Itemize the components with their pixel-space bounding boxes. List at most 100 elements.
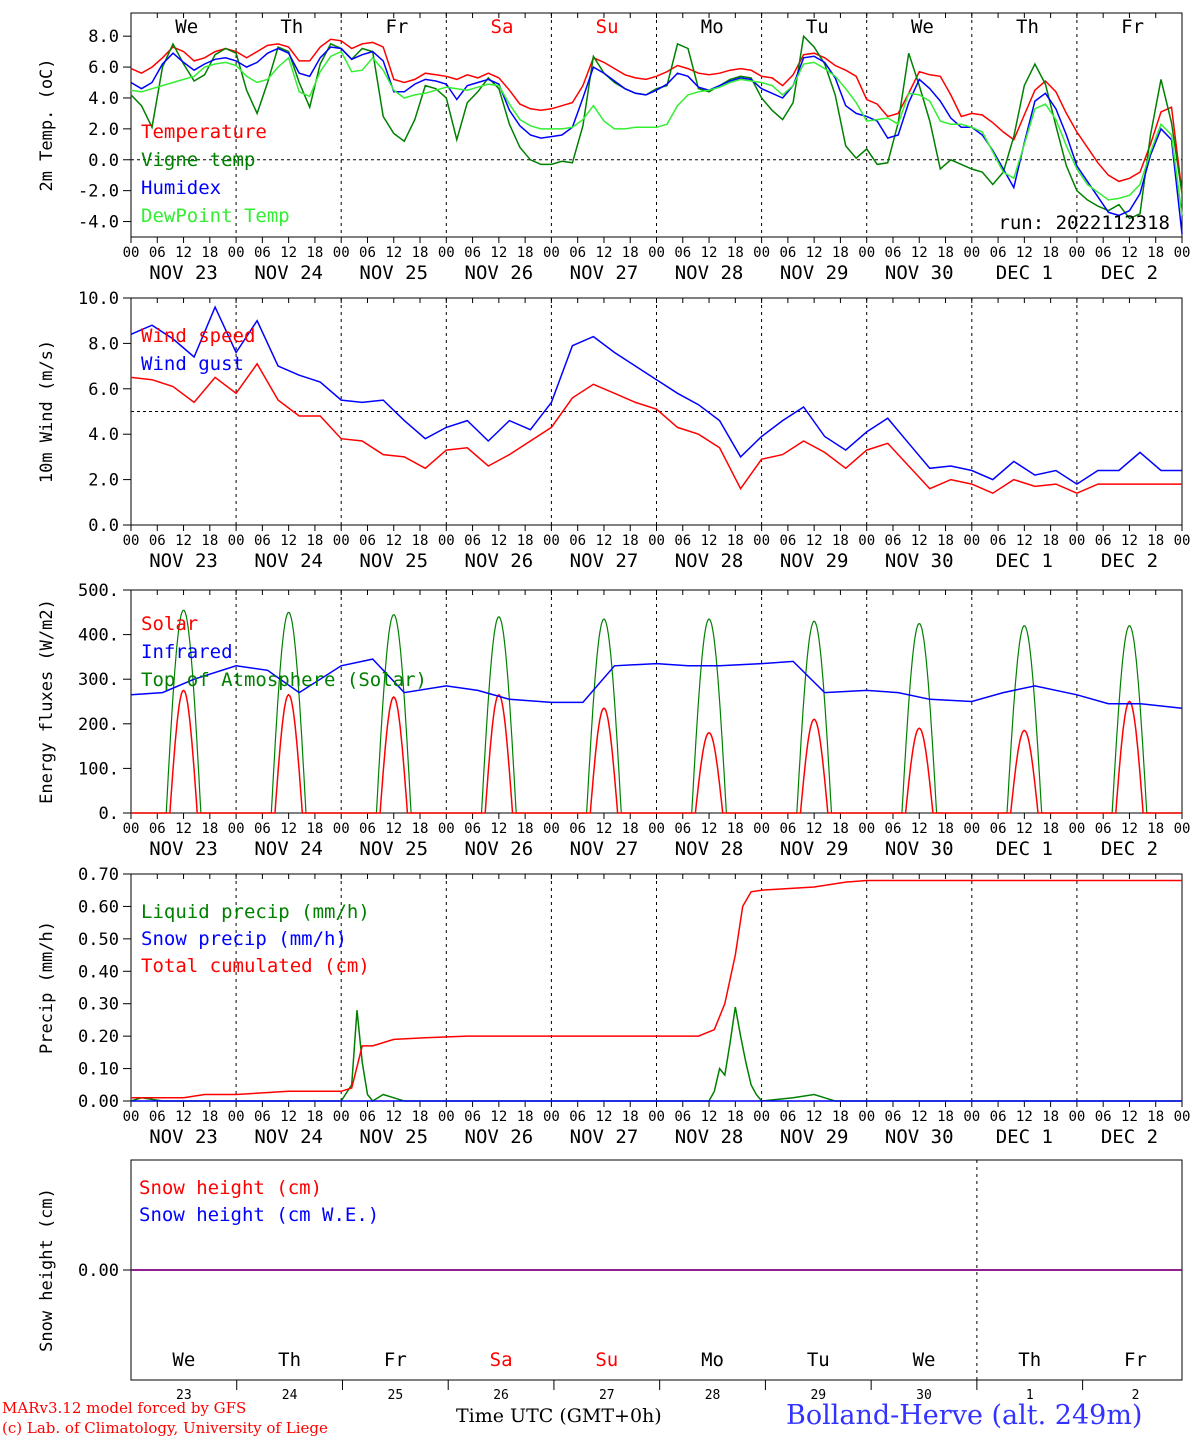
weekday-label: Th [280,16,303,38]
panel-1: 2m Temp. (oC)8.06.04.02.00.0-2.0-4.000 06… [37,12,1190,284]
date-label: NOV 30 [885,838,954,860]
y-tick-label: 500. [78,581,119,601]
y-tick-label: 2.0 [88,471,119,491]
weekday-label: Mo [701,1349,724,1371]
hour-tick-label: 18 [622,533,639,549]
panel-3: Energy fluxes (W/m2) 500. 400. 300. 200. 100.… [37,581,1190,860]
panel-4: Precip (mm/h) 0.70 0.60 0.50 0.40 0.30 0.20 0.1… [37,865,1190,1148]
weekday-label: We [913,1349,936,1371]
hour-tick-label: 12 [175,821,192,837]
hour-tick-label: 12 [280,821,297,837]
hour-tick-label: 00 [858,245,875,261]
hour-tick-label: 00 [963,821,980,837]
hour-tick-label: 00 [228,821,245,837]
station-name: Bolland-Herve (alt. 249m) [786,1400,1143,1431]
date-label: NOV 24 [254,262,323,284]
date-label: NOV 24 [254,550,323,572]
weekday-label: Th [1016,16,1039,38]
hour-tick-label: 18 [937,821,954,837]
hour-tick-label: 18 [622,1109,639,1125]
legend-entry: Snow height (cm W.E.) [139,1204,379,1226]
hour-tick-label: 06 [464,1109,481,1125]
y-tick-label: 0.70 [78,865,119,885]
hour-tick-label: 06 [254,533,271,549]
day-number-label: 28 [705,1388,721,1403]
series-line-2 [130,305,1182,485]
hour-tick-label: 06 [254,1109,271,1125]
hour-tick-label: 00 [333,821,350,837]
weekday-label: Su [596,16,619,38]
hour-tick-label: 18 [201,821,218,837]
weekday-label: Fr [1121,16,1144,38]
y-tick-label: 8.0 [88,27,119,47]
hour-tick-label: 06 [885,1109,902,1125]
y-tick-label: 0. [99,804,119,824]
hour-tick-label: 18 [1042,821,1059,837]
hour-tick-label: 06 [569,533,586,549]
hour-tick-label: 12 [280,1109,297,1125]
y-axis-label: 2m Temp. (oC) [37,58,57,191]
date-label: DEC 2 [1101,262,1158,284]
hour-tick-label: 00 [858,533,875,549]
hour-tick-label: 12 [175,1109,192,1125]
hour-tick-label: 18 [412,1109,429,1125]
hour-tick-label: 12 [175,245,192,261]
hour-tick-label: 00 [543,533,560,549]
hour-tick-label: 06 [464,245,481,261]
day-number-label: 24 [282,1388,298,1403]
hour-tick-label: 06 [674,245,691,261]
series-line-3 [131,879,1182,1099]
hour-tick-label: 00 [1174,1109,1191,1125]
y-tick-label: -4.0 [78,213,119,233]
hour-tick-label: 18 [1042,245,1059,261]
hour-tick-label: 18 [727,533,744,549]
hour-tick-label: 06 [149,821,166,837]
legend-entry: Wind speed [141,325,255,347]
time-axis-label: Time UTC (GMT+0h) [456,1405,662,1427]
hour-tick-label: 00 [753,533,770,549]
hour-tick-label: 12 [911,245,928,261]
hour-tick-label: 00 [963,245,980,261]
hour-tick-label: 06 [674,533,691,549]
hour-tick-label: 00 [753,821,770,837]
date-label: DEC 2 [1101,550,1158,572]
hour-tick-label: 18 [622,245,639,261]
hour-tick-label: 00 [858,1109,875,1125]
date-label: NOV 26 [465,262,534,284]
legend-entry: Infrared [141,641,233,663]
hour-tick-label: 12 [385,533,402,549]
date-label: NOV 26 [465,1126,534,1148]
hour-tick-label: 12 [1121,1109,1138,1125]
hour-tick-label: 06 [149,533,166,549]
hour-tick-label: 12 [1016,1109,1033,1125]
date-label: NOV 25 [359,550,428,572]
day-number-label: 25 [388,1388,404,1403]
y-axis-label: Precip (mm/h) [37,921,57,1054]
legend-entry: Solar [141,613,198,635]
y-tick-label: 2.0 [88,120,119,140]
hour-tick-label: 00 [753,245,770,261]
hour-tick-label: 06 [885,821,902,837]
hour-tick-label: 12 [806,245,823,261]
day-number-label: 23 [176,1388,192,1403]
y-tick-label: 4.0 [88,425,119,445]
hour-tick-label: 12 [806,533,823,549]
legend-entry: Snow height (cm) [139,1177,322,1199]
legend-entry: DewPoint Temp [141,205,290,227]
y-tick-label: 100. [78,759,119,779]
date-label: NOV 30 [885,550,954,572]
hour-tick-label: 06 [569,245,586,261]
date-label: NOV 27 [570,838,639,860]
hour-tick-label: 12 [806,1109,823,1125]
hour-tick-label: 06 [464,533,481,549]
weekday-label: We [175,16,198,38]
hour-tick-label: 06 [254,821,271,837]
hour-tick-label: 12 [1016,533,1033,549]
hour-tick-label: 12 [385,821,402,837]
weekday-label: Fr [384,1349,407,1371]
y-tick-label: 0.20 [78,1027,119,1047]
date-label: NOV 25 [359,1126,428,1148]
y-tick-label: 0.30 [78,995,119,1015]
y-tick-label: 0.50 [78,930,119,950]
hour-tick-label: 00 [648,533,665,549]
